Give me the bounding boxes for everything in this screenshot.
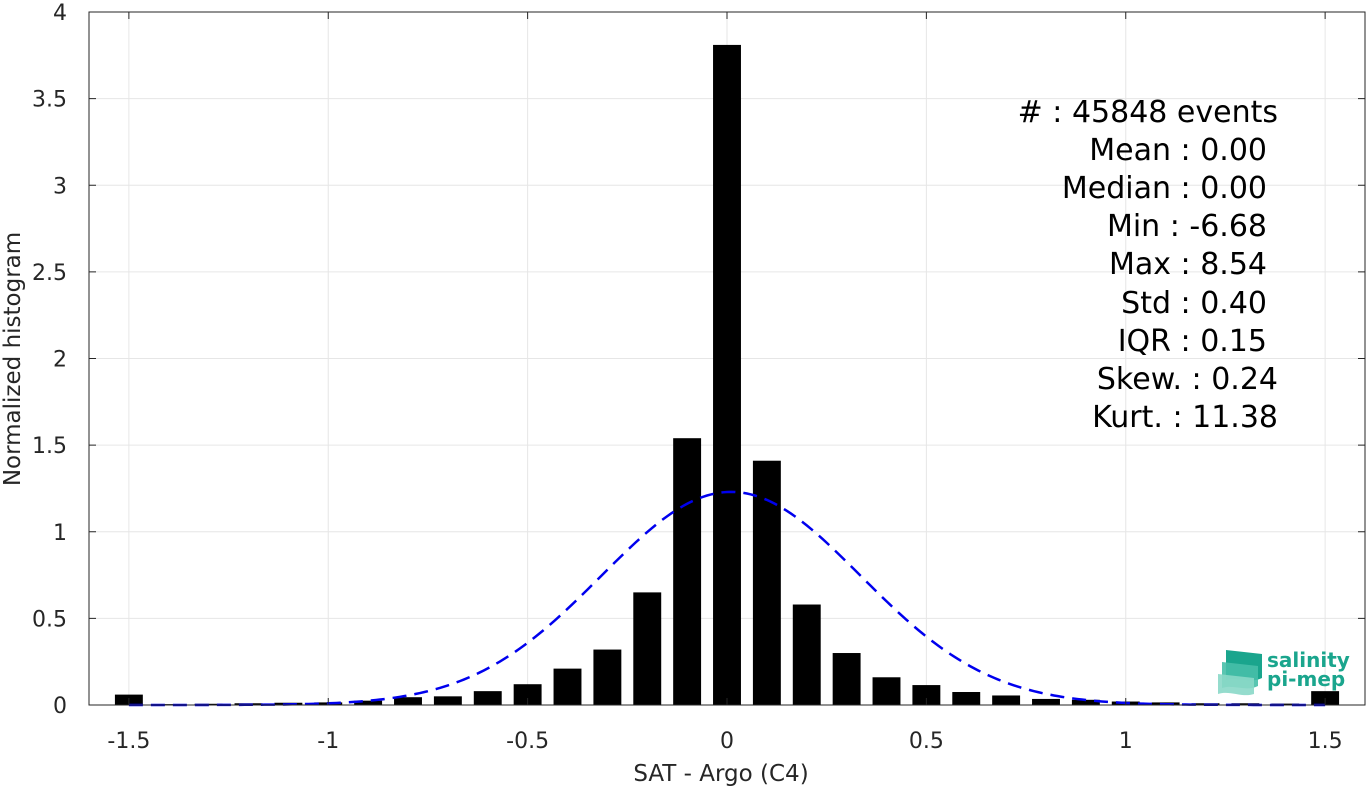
y-tick-labels: 0 0.5 1 1.5 2 2.5 3 3.5 4: [32, 1, 67, 719]
histogram-bar: [952, 692, 981, 705]
x-axis-title: SAT - Argo (C4): [633, 761, 808, 787]
logo-wave-icon: [1218, 650, 1262, 696]
histogram-bar: [1271, 703, 1300, 705]
x-tick-labels: -1.5 -1 -0.5 0 0.5 1 1.5: [107, 729, 1342, 754]
histogram-bar: [832, 653, 861, 705]
stat-median: Median : 0.00: [1062, 171, 1267, 206]
stat-iqr: IQR : 0.15: [1118, 324, 1267, 359]
histogram-bar: [1032, 698, 1060, 705]
x-tick-label: 0.5: [909, 729, 944, 754]
stat-skew: Skew. : 0.24: [1097, 362, 1278, 397]
histogram-bar: [433, 696, 462, 705]
y-tick-label: 2: [53, 348, 67, 373]
x-tick-label: 1: [1119, 729, 1133, 754]
histogram-bar: [513, 684, 542, 705]
y-tick-label: 2.5: [32, 261, 67, 286]
y-tick-label: 0: [53, 694, 67, 719]
stat-max: Max : 8.54: [1109, 247, 1267, 282]
y-axis-title: Normalized histogram: [0, 232, 26, 486]
y-tick-label: 3: [53, 174, 67, 199]
y-tick-label: 4: [53, 1, 67, 26]
y-tick-label: 0.5: [32, 607, 67, 632]
x-tick-label: -0.5: [506, 729, 549, 754]
stat-kurt: Kurt. : 11.38: [1092, 400, 1278, 435]
stat-mean: Mean : 0.00: [1089, 133, 1267, 168]
axis-ticks: [89, 11, 1365, 706]
histogram-bar: [912, 685, 941, 705]
histogram-bar: [713, 44, 741, 706]
logo-text-line1: salinity: [1267, 648, 1350, 672]
histogram-bar: [633, 592, 662, 705]
logo-text-line2: pi-mep: [1267, 667, 1345, 691]
y-tick-label: 1: [53, 521, 67, 546]
stat-std: Std : 0.40: [1121, 286, 1267, 321]
histogram-bars: [114, 44, 1340, 706]
y-tick-label: 3.5: [32, 88, 67, 113]
histogram-bar: [553, 668, 582, 705]
x-tick-label: -1.5: [107, 729, 150, 754]
histogram-bar: [792, 604, 821, 705]
y-tick-label: 1.5: [32, 434, 67, 459]
histogram-bar: [872, 677, 901, 705]
histogram-bar: [473, 691, 502, 705]
histogram-bar: [673, 438, 702, 705]
histogram-bar: [593, 649, 622, 705]
statistics-annotation: # : 45848 events Mean : 0.00 Median : 0.…: [1018, 95, 1278, 435]
histogram-bar: [1231, 703, 1260, 705]
histogram-bar: [354, 700, 383, 705]
stat-events: # : 45848 events: [1018, 95, 1278, 130]
x-tick-label: 1.5: [1308, 729, 1343, 754]
histogram-bar: [394, 697, 422, 705]
x-tick-label: 0: [720, 729, 734, 754]
histogram-bar: [992, 695, 1021, 705]
stat-min: Min : -6.68: [1107, 209, 1267, 244]
histogram-bar: [1071, 699, 1100, 705]
salinity-pi-mep-logo: salinity pi-mep: [1218, 648, 1350, 696]
histogram-bar: [752, 460, 781, 705]
x-tick-label: -1: [317, 729, 339, 754]
